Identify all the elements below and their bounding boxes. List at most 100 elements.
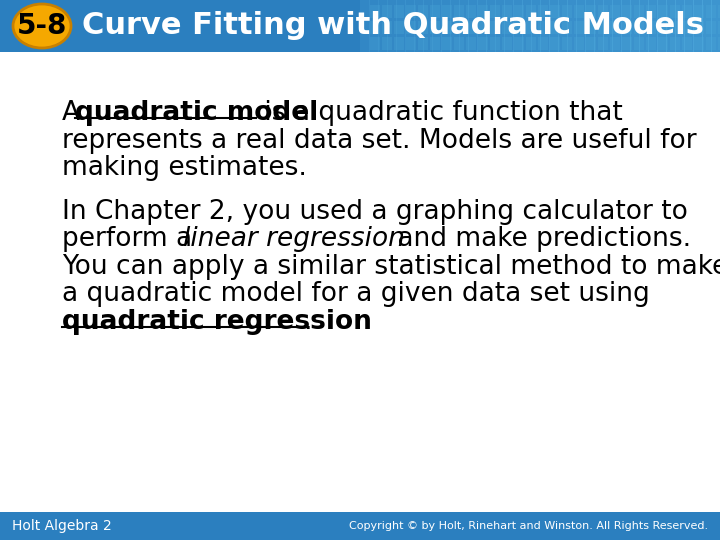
FancyBboxPatch shape <box>418 5 428 18</box>
FancyBboxPatch shape <box>360 0 370 52</box>
FancyBboxPatch shape <box>684 0 694 52</box>
FancyBboxPatch shape <box>387 0 397 52</box>
FancyBboxPatch shape <box>646 37 656 50</box>
FancyBboxPatch shape <box>526 21 536 34</box>
Text: a quadratic model for a given data set using: a quadratic model for a given data set u… <box>62 281 649 307</box>
FancyBboxPatch shape <box>634 21 644 34</box>
FancyBboxPatch shape <box>657 0 667 52</box>
FancyBboxPatch shape <box>378 0 388 52</box>
FancyBboxPatch shape <box>646 5 656 18</box>
FancyBboxPatch shape <box>432 0 442 52</box>
FancyBboxPatch shape <box>468 0 478 52</box>
FancyBboxPatch shape <box>610 5 620 18</box>
FancyBboxPatch shape <box>630 0 640 52</box>
FancyBboxPatch shape <box>646 21 656 34</box>
FancyBboxPatch shape <box>478 21 488 34</box>
FancyBboxPatch shape <box>550 37 560 50</box>
FancyBboxPatch shape <box>594 0 604 52</box>
FancyBboxPatch shape <box>406 37 416 50</box>
FancyBboxPatch shape <box>718 5 720 18</box>
Text: quadratic regression: quadratic regression <box>62 309 372 335</box>
FancyBboxPatch shape <box>706 37 716 50</box>
FancyBboxPatch shape <box>718 37 720 50</box>
FancyBboxPatch shape <box>442 5 452 18</box>
FancyBboxPatch shape <box>682 5 692 18</box>
Text: Copyright © by Holt, Rinehart and Winston. All Rights Reserved.: Copyright © by Holt, Rinehart and Winsto… <box>349 521 708 531</box>
Text: quadratic model: quadratic model <box>75 100 318 126</box>
FancyBboxPatch shape <box>576 0 586 52</box>
FancyBboxPatch shape <box>586 5 596 18</box>
FancyBboxPatch shape <box>430 37 440 50</box>
FancyBboxPatch shape <box>478 37 488 50</box>
Text: is a quadratic function that: is a quadratic function that <box>256 100 623 126</box>
FancyBboxPatch shape <box>706 5 716 18</box>
FancyBboxPatch shape <box>574 5 584 18</box>
FancyBboxPatch shape <box>490 5 500 18</box>
FancyBboxPatch shape <box>0 512 720 540</box>
FancyBboxPatch shape <box>622 5 632 18</box>
FancyBboxPatch shape <box>430 21 440 34</box>
Text: A: A <box>62 100 89 126</box>
FancyBboxPatch shape <box>586 21 596 34</box>
FancyBboxPatch shape <box>694 21 704 34</box>
FancyBboxPatch shape <box>612 0 622 52</box>
FancyBboxPatch shape <box>418 37 428 50</box>
FancyBboxPatch shape <box>610 21 620 34</box>
FancyBboxPatch shape <box>538 5 548 18</box>
FancyBboxPatch shape <box>658 5 668 18</box>
FancyBboxPatch shape <box>538 37 548 50</box>
FancyBboxPatch shape <box>562 37 572 50</box>
Text: linear regression: linear regression <box>184 226 405 252</box>
FancyBboxPatch shape <box>639 0 649 52</box>
FancyBboxPatch shape <box>670 37 680 50</box>
FancyBboxPatch shape <box>394 37 404 50</box>
FancyBboxPatch shape <box>622 37 632 50</box>
FancyBboxPatch shape <box>0 0 720 52</box>
Text: .: . <box>304 309 312 335</box>
FancyBboxPatch shape <box>658 21 668 34</box>
FancyBboxPatch shape <box>370 5 380 18</box>
FancyBboxPatch shape <box>490 21 500 34</box>
FancyBboxPatch shape <box>486 0 496 52</box>
FancyBboxPatch shape <box>477 0 487 52</box>
FancyBboxPatch shape <box>382 5 392 18</box>
FancyBboxPatch shape <box>562 21 572 34</box>
FancyBboxPatch shape <box>370 37 380 50</box>
FancyBboxPatch shape <box>574 21 584 34</box>
FancyBboxPatch shape <box>711 0 720 52</box>
Text: perform a: perform a <box>62 226 200 252</box>
FancyBboxPatch shape <box>702 0 712 52</box>
Text: making estimates.: making estimates. <box>62 155 307 181</box>
FancyBboxPatch shape <box>538 21 548 34</box>
FancyBboxPatch shape <box>694 37 704 50</box>
Text: Holt Algebra 2: Holt Algebra 2 <box>12 519 112 533</box>
FancyBboxPatch shape <box>567 0 577 52</box>
FancyBboxPatch shape <box>693 0 703 52</box>
FancyBboxPatch shape <box>414 0 424 52</box>
FancyBboxPatch shape <box>558 0 568 52</box>
FancyBboxPatch shape <box>549 0 559 52</box>
FancyBboxPatch shape <box>666 0 676 52</box>
FancyBboxPatch shape <box>598 37 608 50</box>
FancyBboxPatch shape <box>526 5 536 18</box>
FancyBboxPatch shape <box>459 0 469 52</box>
FancyBboxPatch shape <box>621 0 631 52</box>
FancyBboxPatch shape <box>513 0 523 52</box>
FancyBboxPatch shape <box>442 21 452 34</box>
FancyBboxPatch shape <box>382 21 392 34</box>
FancyBboxPatch shape <box>396 0 406 52</box>
FancyBboxPatch shape <box>648 0 658 52</box>
Text: You can apply a similar statistical method to make: You can apply a similar statistical meth… <box>62 254 720 280</box>
FancyBboxPatch shape <box>502 5 512 18</box>
FancyBboxPatch shape <box>634 5 644 18</box>
Text: Curve Fitting with Quadratic Models: Curve Fitting with Quadratic Models <box>82 11 704 40</box>
FancyBboxPatch shape <box>531 0 541 52</box>
FancyBboxPatch shape <box>622 21 632 34</box>
FancyBboxPatch shape <box>598 21 608 34</box>
FancyBboxPatch shape <box>442 37 452 50</box>
FancyBboxPatch shape <box>382 37 392 50</box>
FancyBboxPatch shape <box>454 21 464 34</box>
FancyBboxPatch shape <box>450 0 460 52</box>
FancyBboxPatch shape <box>394 21 404 34</box>
Ellipse shape <box>13 4 71 48</box>
